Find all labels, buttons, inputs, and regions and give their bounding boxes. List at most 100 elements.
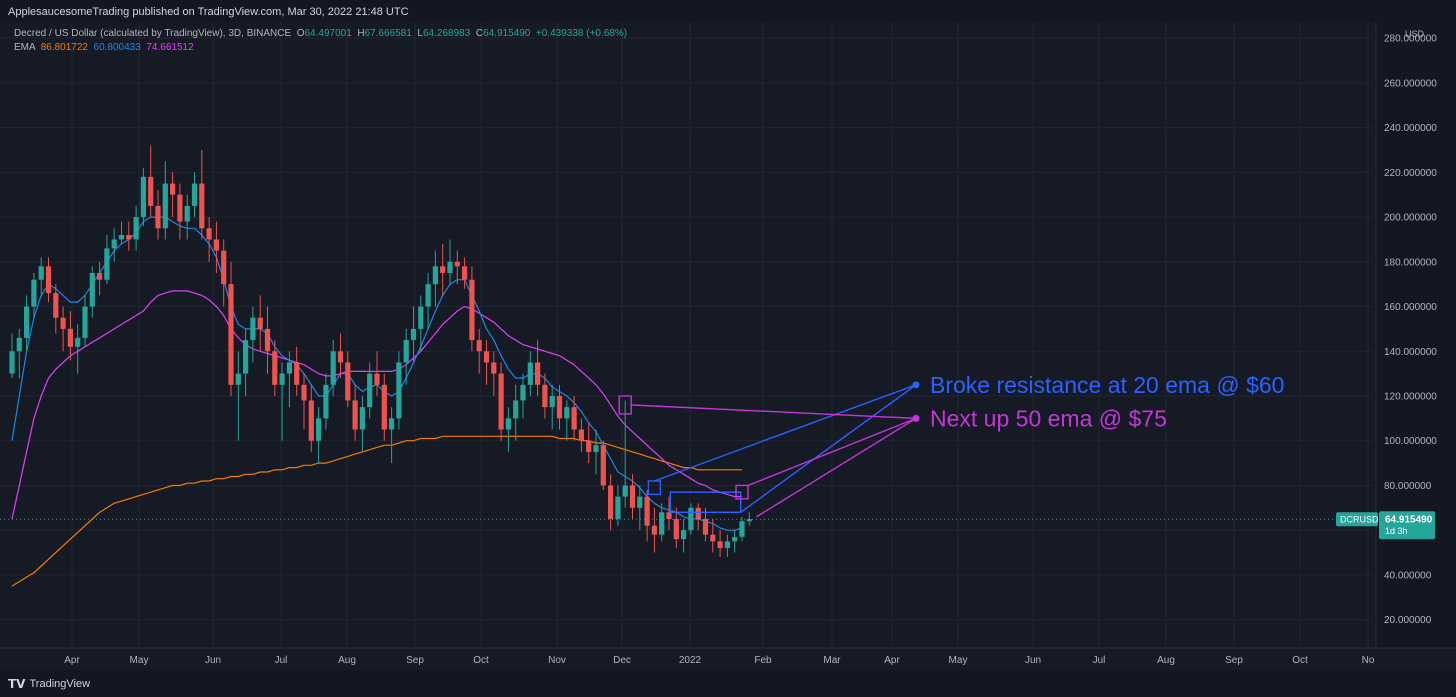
- time-tick-label: Dec: [613, 655, 631, 666]
- candle-body: [359, 407, 365, 430]
- candle-body: [505, 418, 511, 430]
- candle-body: [527, 362, 533, 385]
- candlestick-chart[interactable]: Broke resistance at 20 ema @ $60 Next up …: [0, 22, 1456, 670]
- candle-body: [564, 407, 570, 419]
- candle-body: [97, 273, 103, 280]
- published-header: ApplesaucesomeTrading published on Tradi…: [0, 0, 1456, 22]
- symbol-tag: DCRUSD: [1340, 515, 1379, 525]
- candle-body: [425, 284, 431, 307]
- symbol-description: Decred / US Dollar (calculated by Tradin…: [14, 28, 292, 39]
- candle-body: [16, 337, 22, 352]
- purple-connector: [756, 417, 917, 518]
- candle-body: [82, 306, 88, 338]
- candle-body: [177, 194, 183, 222]
- time-axis: Apr May Jun Jul Aug Sep Oct Nov Dec 2022 Feb Mar Apr…: [0, 647, 1456, 666]
- candle-body: [447, 261, 453, 273]
- price-axis: 20.00000040.00000060.00000080.000000100.…: [1336, 22, 1456, 648]
- open-value: 64.497001: [304, 28, 352, 39]
- candle-body: [483, 351, 490, 363]
- last-price-label: 64.915490: [1385, 515, 1433, 526]
- time-tick-label: Jul: [275, 655, 288, 666]
- candle-body: [746, 519, 752, 522]
- candle-body: [294, 362, 300, 385]
- time-tick-label: Sep: [1225, 655, 1243, 666]
- candle-body: [264, 328, 271, 352]
- time-tick-label: Feb: [754, 655, 772, 666]
- candle-body: [535, 362, 541, 385]
- blue-highlight-box: [669, 491, 742, 513]
- candle-body: [243, 340, 249, 374]
- candle-body: [279, 373, 285, 385]
- ema-value-3: 74.661512: [146, 42, 194, 53]
- candle-body: [469, 279, 475, 341]
- time-tick-label: Apr: [884, 655, 900, 666]
- candle-body: [586, 440, 592, 452]
- price-axis-bg: [1376, 22, 1456, 648]
- time-tick-label: Jun: [205, 655, 221, 666]
- candle-body: [24, 306, 30, 338]
- candle-body: [60, 317, 66, 329]
- blue-connector: [654, 384, 917, 482]
- change-value: +0.439338 (+0.68%): [535, 28, 628, 39]
- candle-body: [498, 373, 504, 430]
- candle-body: [89, 273, 95, 307]
- candle-body: [702, 519, 709, 535]
- candle-body: [600, 445, 606, 486]
- candle-body: [622, 485, 628, 497]
- tradingview-brand[interactable]: 𝗧𝗩 TradingView: [8, 677, 90, 691]
- candle-body: [381, 384, 387, 430]
- candle-body: [308, 400, 314, 441]
- currency-label: USD: [1405, 29, 1425, 39]
- blue-anchor-dot: [912, 381, 920, 389]
- candle-body: [184, 205, 190, 222]
- candle-body: [432, 266, 438, 285]
- countdown-label: 1d 3h: [1385, 526, 1408, 536]
- symbol-tag-bg: [1336, 512, 1378, 527]
- annotations-layer: Broke resistance at 20 ema @ $60 Next up …: [0, 372, 1372, 520]
- open-label: O: [296, 28, 305, 39]
- chart-area[interactable]: Broke resistance at 20 ema @ $60 Next up …: [0, 22, 1456, 670]
- candle-body: [549, 396, 555, 408]
- legend-symbol-row: Decred / US Dollar (calculated by Tradin…: [14, 28, 627, 39]
- high-label: H: [357, 28, 365, 39]
- candle-body: [286, 362, 292, 374]
- candle-body: [199, 183, 205, 229]
- time-tick-label: Aug: [1157, 655, 1175, 666]
- candle-body: [688, 507, 694, 531]
- candle-body: [155, 205, 161, 229]
- candle-body: [257, 317, 263, 329]
- candle-body: [162, 183, 168, 229]
- candle-body: [330, 351, 336, 385]
- candle-body: [593, 445, 599, 452]
- candle-body: [710, 534, 716, 542]
- time-tick-label: Nov: [548, 655, 566, 666]
- price-tick-label: 20.000000: [1384, 615, 1432, 626]
- close-label: C: [475, 28, 484, 39]
- time-tick-label: Jul: [1093, 655, 1106, 666]
- price-tick-label: 180.000000: [1384, 257, 1437, 268]
- legend-ema-row: EMA 86.801722 60.800433 74.661512: [14, 42, 194, 53]
- candle-body: [38, 266, 44, 280]
- price-tick-label: 200.000000: [1384, 213, 1437, 224]
- candle-body: [542, 384, 548, 408]
- candle-body: [133, 217, 139, 240]
- candle-body: [629, 485, 636, 508]
- blue-highlight-box: [647, 480, 662, 496]
- candle-body: [104, 248, 110, 280]
- candle-body: [491, 362, 497, 374]
- candle-body: [301, 384, 307, 401]
- footer: 𝗧𝗩 TradingView: [0, 670, 1456, 697]
- candle-body: [31, 279, 37, 307]
- price-tick-label: 160.000000: [1384, 302, 1437, 313]
- price-tick-label: 280.000000: [1384, 34, 1437, 45]
- candle-body: [126, 234, 132, 240]
- candle-body: [739, 521, 745, 537]
- price-tick-label: 220.000000: [1384, 168, 1437, 179]
- ema-200-series: [11, 435, 742, 587]
- candle-body: [67, 328, 73, 347]
- price-tick-label: 140.000000: [1384, 347, 1437, 358]
- candle-body: [695, 507, 701, 519]
- candle-body: [556, 396, 563, 419]
- tradingview-logo-icon: 𝗧𝗩: [8, 677, 26, 691]
- candle-body: [681, 530, 687, 540]
